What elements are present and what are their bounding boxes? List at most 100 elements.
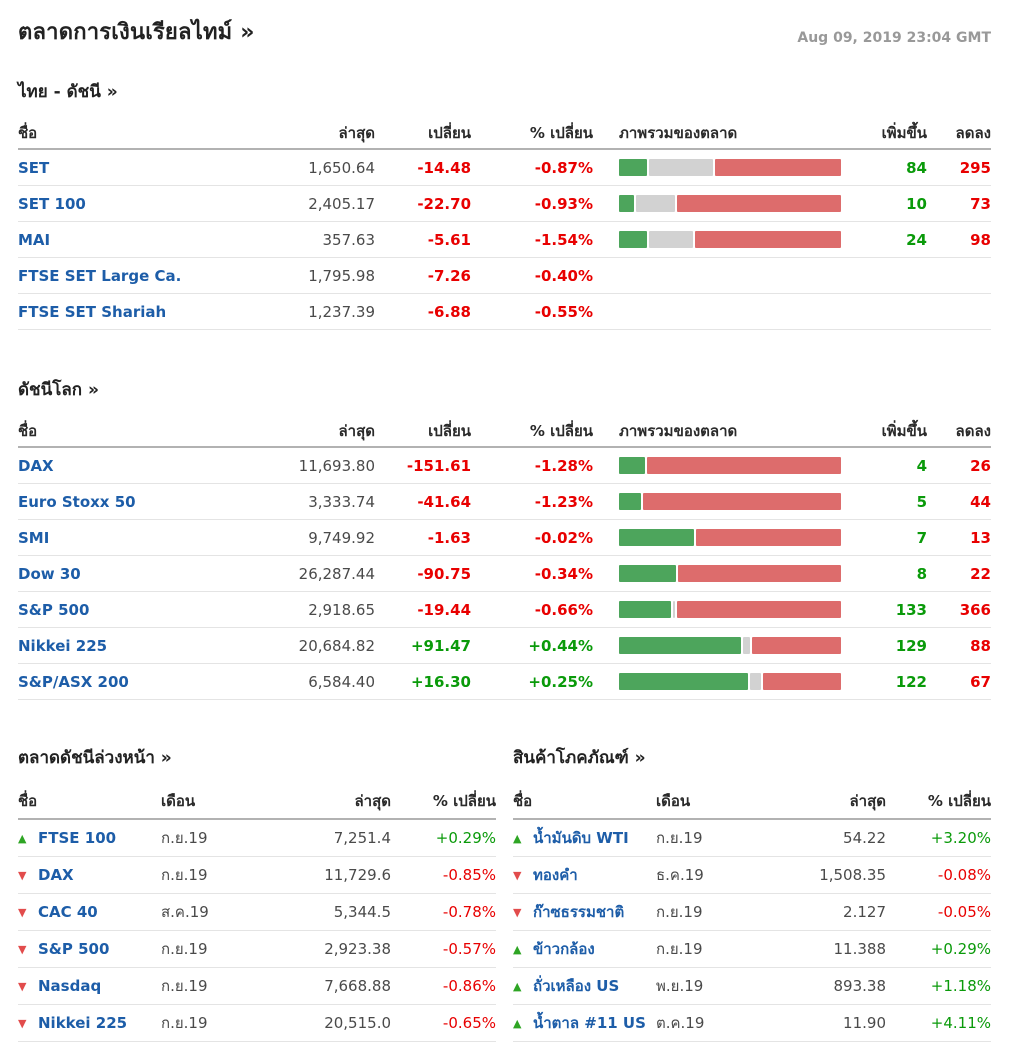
pct-change-value: -0.85% — [442, 866, 496, 884]
last-value: 20,515.0 — [324, 1014, 391, 1032]
contract-month: ก.ย.19 — [656, 940, 703, 958]
contract-month: ก.ย.19 — [161, 829, 208, 847]
index-name-link[interactable]: Dow 30 — [18, 564, 81, 583]
advancers-count: 7 — [916, 528, 927, 547]
instrument-name-link[interactable]: Nikkei 225 — [38, 1014, 128, 1032]
page-title-link[interactable]: ตลาดการเงินเรียลไทม์ » — [18, 20, 255, 45]
index-name-link[interactable]: SET — [18, 158, 50, 177]
index-name-link[interactable]: DAX — [18, 456, 54, 475]
market-overview-cell — [593, 195, 841, 212]
table-header-row: ชื่อ เดือน ล่าสุด % เปลี่ยน — [513, 784, 991, 820]
advancers-bar-segment — [619, 673, 748, 690]
section-title-index-futures[interactable]: ตลาดดัชนีล่วงหน้า » — [18, 748, 172, 768]
section-title-commodities[interactable]: สินค้าโภคภัณฑ์ » — [513, 748, 646, 768]
commodities-panel: สินค้าโภคภัณฑ์ » ชื่อ เดือน ล่าสุด % เปลี่ย… — [513, 744, 991, 1042]
instrument-name-link[interactable]: Nasdaq — [38, 977, 102, 995]
section-title-thai-indices[interactable]: ไทย - ดัชนี » — [18, 82, 118, 102]
column-header-advancers: เพิ่มขึ้น — [881, 123, 927, 142]
market-overview-bar — [619, 601, 841, 618]
index-name-link[interactable]: S&P/ASX 200 — [18, 672, 129, 691]
table-row: Dow 30 26,287.44 -90.75 -0.34% 8 22 — [18, 556, 991, 592]
column-header-last: ล่าสุด — [354, 792, 391, 810]
decliners-count: 67 — [970, 672, 991, 691]
instrument-name-link[interactable]: ก๊าซธรรมชาติ — [533, 903, 625, 921]
index-name-link[interactable]: FTSE SET Shariah — [18, 302, 167, 321]
contract-month: ต.ค.19 — [656, 1014, 705, 1032]
last-value: 357.63 — [322, 230, 376, 249]
instrument-name-link[interactable]: น้ำตาล #11 US — [533, 1014, 646, 1032]
advancers-count: 5 — [916, 492, 927, 511]
market-overview-bar — [619, 231, 841, 248]
market-overview-cell — [593, 159, 841, 176]
market-overview-cell — [593, 601, 841, 618]
contract-month: ก.ย.19 — [161, 1014, 208, 1032]
index-name-link[interactable]: Euro Stoxx 50 — [18, 492, 136, 511]
table-row: ▼ ก๊าซธรรมชาติ ก.ย.19 2.127 -0.05% — [513, 894, 991, 931]
column-header-change: เปลี่ยน — [428, 421, 471, 440]
index-name-link[interactable]: SMI — [18, 528, 50, 547]
last-value: 1,650.64 — [308, 158, 375, 177]
decliners-count: 366 — [959, 600, 991, 619]
column-header-advancers: เพิ่มขึ้น — [881, 421, 927, 440]
down-arrow-icon: ▼ — [513, 905, 522, 919]
index-name-link[interactable]: Nikkei 225 — [18, 636, 108, 655]
decliners-count: 73 — [970, 194, 991, 213]
unchanged-bar-segment — [743, 637, 750, 654]
column-header-last: ล่าสุด — [338, 421, 375, 440]
decliners-count: 295 — [959, 158, 991, 177]
pct-change-value: -0.34% — [534, 564, 593, 583]
column-header-name: ชื่อ — [18, 421, 38, 440]
section-title-world-indices[interactable]: ดัชนีโลก » — [18, 380, 99, 400]
table-row: ▲ FTSE 100 ก.ย.19 7,251.4 +0.29% — [18, 820, 496, 857]
decliners-bar-segment — [677, 195, 841, 212]
contract-month: ก.ย.19 — [161, 866, 208, 884]
change-value: -6.88 — [427, 302, 471, 321]
commodities-table: ชื่อ เดือน ล่าสุด % เปลี่ยน ▲ น้ำมันดิบ WTI ก.… — [513, 784, 991, 1042]
last-value: 26,287.44 — [298, 564, 375, 583]
instrument-name-link[interactable]: DAX — [38, 866, 74, 884]
last-value: 7,251.4 — [333, 829, 391, 847]
last-value: 11.388 — [833, 940, 887, 958]
index-name-link[interactable]: MAI — [18, 230, 51, 249]
advancers-bar-segment — [619, 195, 635, 212]
instrument-name-link[interactable]: ทองคำ — [533, 866, 578, 884]
last-value: 3,333.74 — [308, 492, 375, 511]
change-value: -19.44 — [417, 600, 471, 619]
index-futures-panel: ตลาดดัชนีล่วงหน้า » ชื่อ เดือน ล่าสุด % เปล… — [18, 744, 496, 1042]
instrument-name-link[interactable]: FTSE 100 — [38, 829, 117, 847]
advancers-bar-segment — [619, 159, 648, 176]
instrument-name-link[interactable]: CAC 40 — [38, 903, 98, 921]
table-row: SMI 9,749.92 -1.63 -0.02% 7 13 — [18, 520, 991, 556]
index-futures-table: ชื่อ เดือน ล่าสุด % เปลี่ยน ▲ FTSE 100 ก.ย.19 7… — [18, 784, 496, 1042]
unchanged-bar-segment — [649, 159, 713, 176]
last-value: 11.90 — [843, 1014, 886, 1032]
decliners-count: 98 — [970, 230, 991, 249]
last-value: 893.38 — [833, 977, 887, 995]
table-header-row: ชื่อ ล่าสุด เปลี่ยน % เปลี่ยน ภาพรวมของตลาด เ… — [18, 117, 991, 150]
last-value: 1,795.98 — [308, 266, 375, 285]
market-overview-cell — [593, 565, 841, 582]
last-value: 7,668.88 — [324, 977, 391, 995]
table-row: ▼ CAC 40 ส.ค.19 5,344.5 -0.78% — [18, 894, 496, 931]
world-indices-table: ชื่อ ล่าสุด เปลี่ยน % เปลี่ยน ภาพรวมของตลาด เ… — [18, 415, 991, 700]
instrument-name-link[interactable]: น้ำมันดิบ WTI — [533, 829, 629, 847]
instrument-name-link[interactable]: ข้าวกล้อง — [533, 940, 595, 958]
column-header-decliners: ลดลง — [955, 123, 991, 142]
market-overview-cell — [593, 231, 841, 248]
decliners-bar-segment — [678, 565, 841, 582]
instrument-name-link[interactable]: ถั่วเหลือง US — [533, 977, 620, 995]
pct-change-value: +0.44% — [528, 636, 593, 655]
last-value: 1,237.39 — [308, 302, 375, 321]
down-arrow-icon: ▼ — [18, 1016, 27, 1030]
table-row: Nikkei 225 20,684.82 +91.47 +0.44% 129 88 — [18, 628, 991, 664]
index-name-link[interactable]: S&P 500 — [18, 600, 90, 619]
index-name-link[interactable]: SET 100 — [18, 194, 86, 213]
change-value: -151.61 — [406, 456, 471, 475]
market-overview-cell — [593, 457, 841, 474]
market-overview-bar — [619, 565, 841, 582]
market-overview-bar — [619, 195, 841, 212]
last-value: 11,729.6 — [324, 866, 391, 884]
instrument-name-link[interactable]: S&P 500 — [38, 940, 110, 958]
table-row: ▼ ทองคำ ธ.ค.19 1,508.35 -0.08% — [513, 857, 991, 894]
index-name-link[interactable]: FTSE SET Large Ca. — [18, 266, 182, 285]
